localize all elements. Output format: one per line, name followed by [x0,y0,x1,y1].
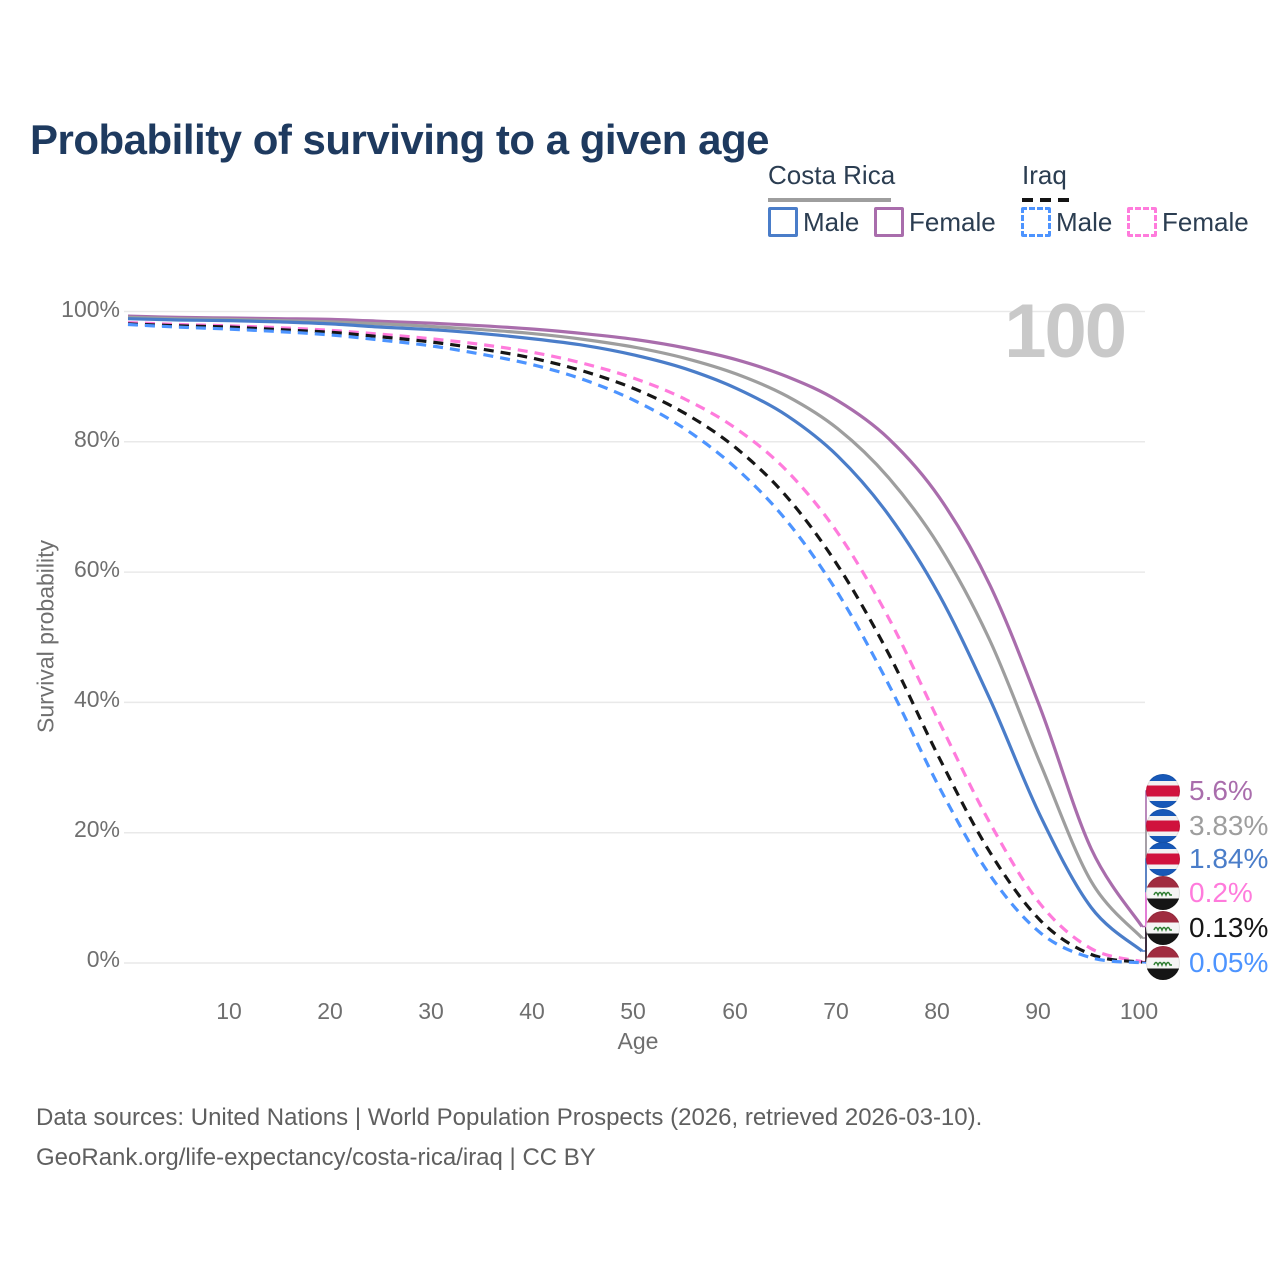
y-tick-label: 80% [73,426,120,452]
costa-rica-flag-icon [1146,809,1180,843]
x-tick-label: 100 [1119,998,1159,1024]
end-label-value: 0.2% [1189,877,1253,908]
end-label-value: 1.84% [1189,843,1269,874]
legend-checkbox-costa-rica-female[interactable] [874,207,904,237]
x-axis-title: Age [617,1028,659,1054]
costa-rica-flag-icon [1146,774,1180,808]
end-label-row: 3.83% [1146,809,1268,843]
x-tick-label: 60 [722,998,748,1024]
end-label-row: 1.84% [1146,842,1268,876]
legend-series-swatch-costa-rica-total [768,198,891,202]
hovered-age-indicator: 100 [1004,289,1127,374]
y-tick-label: 60% [73,556,120,582]
end-label-value: 5.6% [1189,775,1253,806]
legend-series-swatch-iraq-total [1022,198,1072,202]
x-tick-label: 90 [1025,998,1051,1024]
end-label-value: 3.83% [1189,810,1269,841]
end-label-row: 0.13% [1146,911,1268,945]
legend-checkbox-iraq-male[interactable] [1021,207,1051,237]
x-tick-label: 40 [519,998,545,1024]
end-label-value: 0.05% [1189,947,1269,978]
end-label-row: 5.6% [1146,774,1253,808]
y-tick-label: 40% [73,686,120,712]
legend-label-iraq-female[interactable]: Female [1162,207,1249,237]
legend-group-title-costa-rica: Costa Rica [768,160,896,190]
end-label-value: 0.13% [1189,912,1269,943]
page-title: Probability of surviving to a given age [30,116,769,164]
legend-checkbox-costa-rica-male[interactable] [768,207,798,237]
data-sources-note: Data sources: United Nations | World Pop… [36,1104,983,1131]
iraq-flag-icon [1146,946,1180,980]
legend-label-costa-rica-female[interactable]: Female [909,207,996,237]
end-label-row: 0.05% [1146,946,1268,980]
x-tick-label: 80 [924,998,950,1024]
attribution-note: GeoRank.org/life-expectancy/costa-rica/i… [36,1144,596,1171]
costa-rica-flag-icon [1146,842,1180,876]
iraq-flag-icon [1146,876,1180,910]
legend-label-costa-rica-male[interactable]: Male [803,207,860,237]
x-tick-label: 10 [216,998,242,1024]
y-tick-label: 20% [73,816,120,842]
end-label-row: 0.2% [1146,876,1253,910]
x-tick-label: 70 [823,998,849,1024]
y-axis-title: Survival probability [32,539,59,734]
x-tick-label: 20 [317,998,343,1024]
legend-checkbox-iraq-female[interactable] [1127,207,1157,237]
legend-group-title-iraq: Iraq [1022,160,1067,190]
y-tick-label: 100% [61,296,120,322]
y-tick-label: 0% [86,946,120,972]
x-tick-label: 50 [620,998,646,1024]
iraq-flag-icon [1146,911,1180,945]
legend-label-iraq-male[interactable]: Male [1056,207,1113,237]
x-tick-label: 30 [418,998,444,1024]
